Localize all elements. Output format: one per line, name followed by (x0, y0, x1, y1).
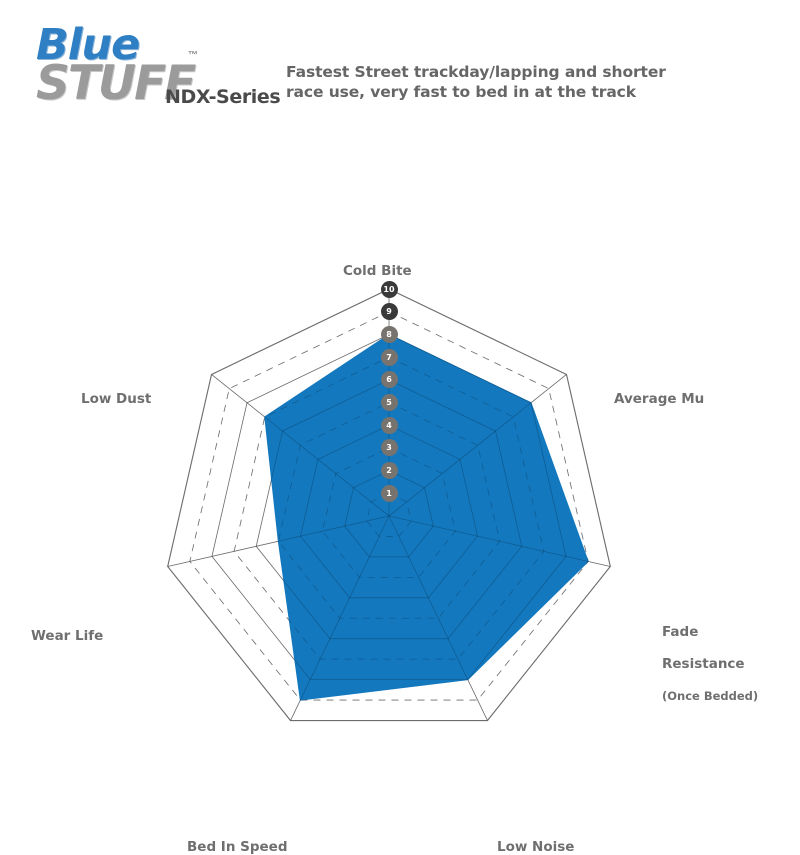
scale-tick-7: 7 (380, 348, 398, 366)
axis-label-fade-line3: (Once Bedded) (662, 689, 759, 703)
brand-logo-blue-text: Blue (36, 20, 140, 70)
grid-spoke-overlay-1 (388, 374, 567, 517)
scale-tick-2: 2 (380, 462, 398, 480)
radar-svg (167, 288, 611, 722)
grid-ring-10 (167, 288, 611, 722)
axis-label-low-dust: Low Dust (81, 391, 152, 407)
axis-label-fade-resistance: Fade Resistance (Once Bedded) (662, 608, 758, 720)
grid-spoke-overlay-3 (388, 515, 488, 721)
inner-grid-overlay (167, 288, 611, 722)
scale-tick-1: 1 (380, 484, 398, 502)
scale-tick-6: 6 (380, 371, 398, 389)
scale-tick-4: 4 (380, 416, 398, 434)
grid-ring-overlay-3 (322, 447, 456, 578)
radar-chart: Cold Bite Average Mu Fade Resistance (On… (0, 120, 800, 855)
grid-ring-overlay-1 (366, 492, 412, 537)
header: Blue ™ STUFF NDX-Series Fastest Street t… (0, 0, 800, 130)
axis-label-fade-line1: Fade (662, 624, 699, 640)
axis-label-bed-in-speed: Bed In Speed (187, 839, 288, 855)
grid-spoke-overlay-2 (388, 515, 611, 567)
brand-logo: Blue ™ STUFF (28, 24, 278, 116)
axis-label-cold-bite: Cold Bite (343, 263, 412, 279)
grid-spoke-overlay-5 (167, 515, 390, 567)
grid-ring-overlay-10 (167, 288, 611, 722)
axis-label-fade-line2: Resistance (662, 656, 745, 672)
axis-label-low-noise: Low Noise (497, 839, 575, 855)
trademark-symbol: ™ (188, 50, 198, 61)
grid-spoke-overlay-6 (211, 374, 390, 517)
grid-ring-overlay-4 (300, 424, 478, 599)
axis-label-average-mu: Average Mu (614, 391, 705, 407)
series-name: NDX-Series (165, 86, 281, 108)
scale-tick-9: 9 (380, 303, 398, 321)
tagline: Fastest Street trackday/lapping and shor… (286, 63, 666, 101)
axis-label-wear-life: Wear Life (31, 628, 104, 644)
scale-tick-8: 8 (380, 325, 398, 343)
grid-ring-overlay-6 (255, 379, 523, 640)
data-polygon (264, 333, 589, 701)
brand-logo-stuff-text: STUFF (36, 56, 196, 111)
grid-ring-overlay-7 (233, 356, 545, 660)
grid-ring-overlay-8 (211, 333, 567, 681)
grid-spoke-overlay-4 (290, 515, 390, 721)
grid-ring-overlay-5 (277, 402, 501, 619)
scale-tick-3: 3 (380, 439, 398, 457)
scale-tick-10: 10 (380, 280, 398, 298)
scale-tick-5: 5 (380, 394, 398, 411)
grid-ring-overlay-2 (344, 470, 434, 558)
